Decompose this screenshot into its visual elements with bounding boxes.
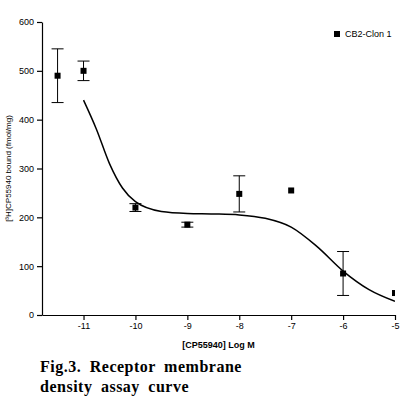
tick: 100 (19, 262, 42, 272)
tick-label: -9 (184, 321, 192, 331)
tick: 300 (19, 164, 42, 174)
x-axis: -11 -10 -9 -8 -7 -6 -5 (43, 315, 400, 331)
error-bar (78, 61, 90, 81)
caption: Fig.3. Receptor membrane density assay c… (40, 357, 290, 397)
axis-line (42, 23, 43, 316)
y-axis: 0 100 200 300 400 500 600 (19, 17, 43, 320)
error-bar (233, 176, 245, 212)
axis-line (43, 315, 396, 316)
tick-label: 200 (19, 213, 34, 223)
tick-label: 500 (19, 66, 34, 76)
tick-label: 0 (29, 310, 34, 320)
x-axis-title: [CP55940] Log M (182, 340, 255, 350)
tick: 0 (29, 310, 42, 320)
chart: -11 -10 -9 -8 -7 -6 -5 0 100 200 300 400 500 600 [CP55… (0, 0, 416, 404)
tick-label: 400 (19, 115, 34, 125)
data-point (81, 68, 87, 74)
tick-mark (37, 22, 42, 23)
tick-label: 300 (19, 164, 34, 174)
tick-mark (37, 266, 42, 267)
tick-label: 100 (19, 262, 34, 272)
tick-mark (37, 120, 42, 121)
tick-mark (343, 315, 344, 320)
fit-curve (84, 100, 395, 301)
error-cap (233, 211, 245, 212)
data-point (184, 222, 190, 228)
tick-mark (239, 315, 240, 320)
tick-label: -6 (340, 321, 348, 331)
error-cap (337, 295, 349, 296)
tick-label: -7 (288, 321, 296, 331)
tick-mark (37, 315, 42, 316)
tick: -7 (288, 315, 296, 331)
legend-marker (334, 31, 340, 37)
error-cap (233, 175, 245, 176)
tick: -6 (340, 315, 348, 331)
tick-label: 600 (19, 17, 34, 27)
data-point (236, 191, 242, 197)
error-cap (78, 61, 90, 62)
legend: CB2-Clon 1 (334, 29, 392, 39)
tick-mark (83, 315, 84, 320)
error-cap (52, 48, 64, 49)
error-cap (78, 80, 90, 81)
tick-mark (187, 315, 188, 320)
error-cap (129, 211, 141, 212)
tick: -10 (129, 315, 142, 331)
data-point (132, 205, 138, 211)
data-point (55, 73, 61, 79)
error-bar (52, 49, 64, 103)
tick-label: -5 (391, 321, 399, 331)
tick: -8 (236, 315, 244, 331)
tick: -5 (391, 315, 399, 331)
tick-label: -8 (236, 321, 244, 331)
tick: 600 (19, 17, 42, 27)
tick-mark (395, 315, 396, 320)
tick-mark (135, 315, 136, 320)
tick: -11 (78, 315, 90, 331)
error-cap (52, 102, 64, 103)
data-point (288, 187, 294, 193)
tick: 500 (19, 66, 42, 76)
tick-mark (37, 71, 42, 72)
tick-mark (37, 168, 42, 169)
data-point (392, 290, 395, 296)
error-cap (337, 251, 349, 252)
error-bar (181, 222, 193, 227)
tick: 200 (19, 213, 42, 223)
y-axis-title: [³H]CP55940 bound (fmol/mg) (4, 115, 13, 222)
tick-mark (37, 217, 42, 218)
error-bar (337, 252, 349, 296)
legend-label: CB2-Clon 1 (345, 29, 392, 39)
tick-mark (291, 315, 292, 320)
plot-area (52, 49, 395, 301)
tick-label: -10 (129, 321, 142, 331)
tick-label: -11 (78, 321, 90, 331)
tick: 400 (19, 115, 42, 125)
tick: -9 (184, 315, 192, 331)
